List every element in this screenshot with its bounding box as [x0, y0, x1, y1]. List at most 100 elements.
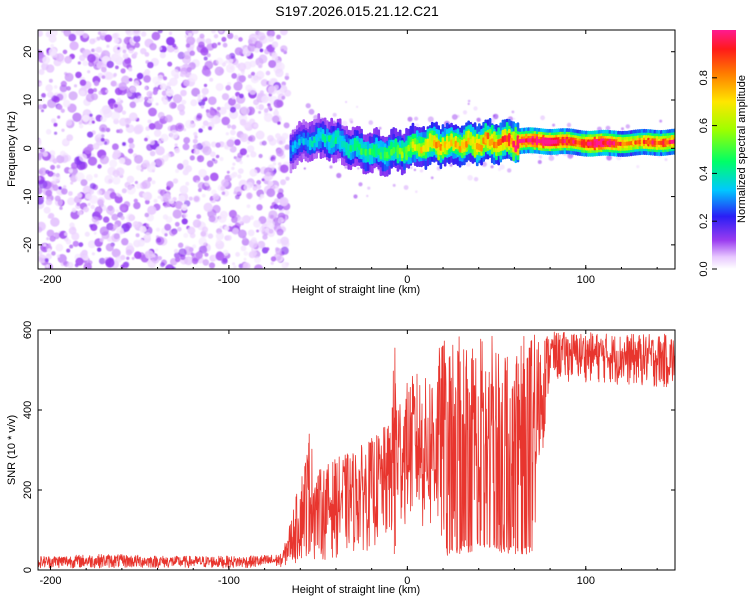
spectrogram-y-axis: -20 -10 0 10 20	[22, 46, 675, 253]
noise-blob	[137, 95, 144, 103]
noise-blob	[192, 244, 197, 249]
noise-blob	[216, 106, 221, 111]
noise-blob	[181, 218, 188, 225]
noise-blob	[112, 169, 120, 178]
noise-blob	[169, 101, 177, 109]
noise-blob	[183, 213, 188, 218]
noise-blob	[242, 215, 251, 224]
noise-blob	[109, 212, 113, 216]
noise-blob	[225, 63, 236, 73]
noise-blob	[197, 182, 206, 190]
noise-blob	[247, 136, 253, 142]
noise-blob	[97, 31, 102, 35]
y-tick-label: 10	[22, 94, 34, 106]
y-tick-label: -20	[22, 237, 34, 253]
noise-blob	[111, 213, 119, 221]
noise-blob	[144, 137, 148, 142]
ridge-cell	[666, 140, 670, 145]
y-tick-label: 0	[22, 145, 34, 151]
noise-blob	[140, 168, 144, 172]
noise-blob	[178, 195, 186, 202]
speckle	[367, 186, 371, 190]
noise-blob	[115, 65, 119, 70]
noise-blob	[115, 209, 119, 213]
noise-blob	[270, 256, 277, 262]
ridge-cell	[400, 151, 404, 159]
noise-blob	[97, 247, 102, 252]
noise-blob	[64, 154, 72, 162]
noise-blob	[116, 97, 122, 103]
noise-blob	[121, 45, 128, 52]
noise-blob	[134, 180, 138, 185]
ridge-cell	[435, 141, 438, 149]
noise-blob	[112, 176, 121, 185]
noise-blob	[262, 234, 268, 240]
noise-blob	[53, 96, 60, 103]
noise-blob	[141, 31, 147, 37]
noise-blob	[250, 71, 256, 76]
noise-blob	[144, 52, 150, 57]
ridge-cell	[559, 139, 563, 144]
noise-blob	[155, 102, 159, 106]
noise-blob	[232, 162, 236, 166]
x-tick-label: 100	[577, 274, 595, 286]
noise-blob	[241, 72, 245, 75]
noise-blob	[254, 47, 260, 53]
ridge-cell	[460, 141, 464, 149]
noise-blob	[122, 49, 127, 54]
noise-blob	[165, 264, 174, 269]
noise-blob	[72, 240, 79, 247]
noise-blob	[121, 188, 127, 194]
ridge-cell	[557, 139, 560, 144]
noise-blob	[144, 250, 154, 259]
noise-blob	[183, 51, 192, 60]
noise-blob	[232, 262, 236, 266]
ridge-cell	[484, 136, 488, 144]
noise-blob	[146, 143, 154, 151]
noise-blob	[201, 94, 206, 99]
noise-blob	[151, 255, 160, 264]
noise-blob	[270, 205, 274, 209]
noise-blob	[99, 226, 109, 236]
noise-blob	[64, 55, 72, 64]
noise-blob	[212, 193, 220, 201]
noise-blob	[121, 238, 129, 246]
noise-blob	[68, 91, 78, 101]
noise-blob	[50, 44, 54, 48]
noise-blob	[98, 90, 103, 95]
noise-blob	[211, 42, 218, 49]
ridge-cell	[623, 141, 627, 146]
noise-blob	[261, 178, 265, 182]
speckle	[467, 99, 471, 103]
noise-blob	[203, 202, 213, 212]
noise-blob	[142, 192, 148, 198]
noise-blob	[191, 87, 201, 97]
noise-blob	[83, 206, 89, 213]
noise-blob	[239, 119, 247, 126]
noise-blob	[84, 231, 90, 237]
noise-blob	[54, 195, 61, 202]
noise-blob	[66, 134, 74, 142]
noise-blob	[73, 84, 78, 88]
y-tick-label: 20	[22, 46, 34, 58]
noise-blob	[257, 63, 263, 69]
ridge-cell	[493, 141, 496, 149]
noise-blob	[118, 82, 127, 91]
noise-blob	[122, 53, 129, 60]
colorbar-tick-label: 0.4	[698, 166, 710, 181]
noise-blob	[231, 166, 235, 171]
noise-blob	[214, 66, 224, 76]
ridge-cell	[572, 139, 575, 144]
noise-blob	[69, 244, 74, 249]
noise-blob	[190, 252, 195, 256]
speckle	[305, 103, 311, 109]
noise-blob	[205, 38, 212, 45]
noise-blob	[243, 251, 249, 256]
colorbar-tick-label: 0.8	[698, 70, 710, 85]
ridge-cell	[529, 138, 533, 143]
ridge-cell	[516, 141, 520, 149]
ridge-cell	[302, 138, 306, 145]
noise-blob	[43, 243, 47, 247]
ridge-cell	[668, 140, 672, 145]
noise-blob	[158, 46, 163, 51]
